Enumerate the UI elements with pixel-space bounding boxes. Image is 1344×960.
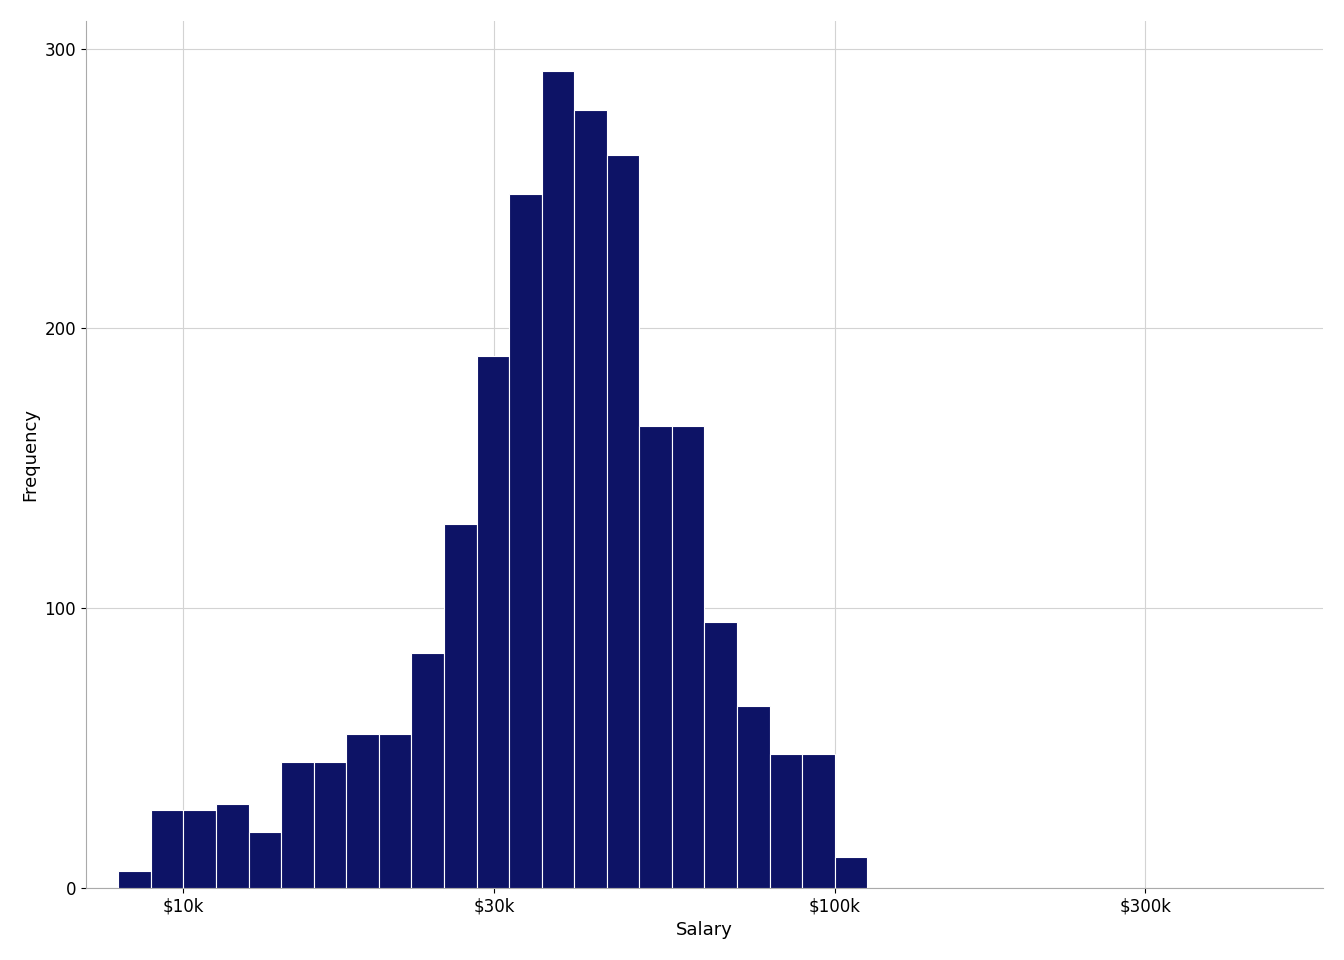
- Bar: [606, 156, 640, 888]
- Bar: [411, 653, 444, 888]
- Bar: [249, 832, 281, 888]
- Bar: [118, 871, 151, 888]
- Bar: [216, 804, 249, 888]
- Bar: [802, 754, 835, 888]
- Bar: [737, 707, 770, 888]
- Y-axis label: Frequency: Frequency: [22, 408, 39, 501]
- Bar: [640, 426, 672, 888]
- Bar: [477, 356, 509, 888]
- Bar: [704, 622, 737, 888]
- Bar: [835, 857, 867, 888]
- Bar: [281, 762, 313, 888]
- Bar: [151, 809, 183, 888]
- Bar: [770, 754, 802, 888]
- Bar: [379, 734, 411, 888]
- X-axis label: Salary: Salary: [676, 922, 732, 939]
- Bar: [509, 194, 542, 888]
- Bar: [672, 426, 704, 888]
- Bar: [313, 762, 347, 888]
- Bar: [347, 734, 379, 888]
- Bar: [542, 71, 574, 888]
- Bar: [444, 524, 477, 888]
- Bar: [574, 110, 606, 888]
- Bar: [183, 809, 216, 888]
